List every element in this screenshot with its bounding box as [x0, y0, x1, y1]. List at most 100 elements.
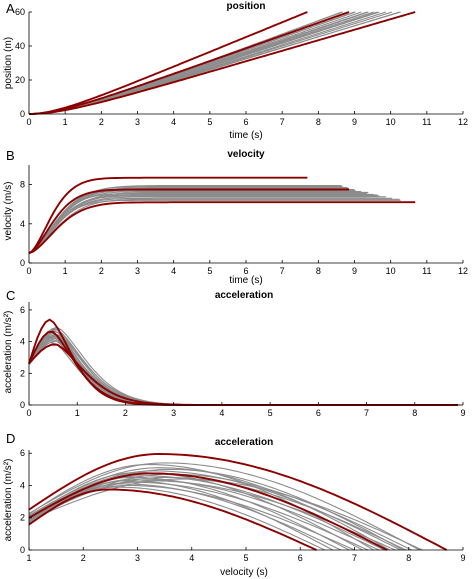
x-tick-label: 1 — [75, 408, 80, 418]
x-tick-label: 7 — [352, 553, 357, 563]
y-tick-label: 2 — [20, 368, 25, 378]
panel-title-b: velocity — [227, 149, 265, 160]
x-tick-label: 1 — [26, 553, 31, 563]
x-tick-label: 2 — [123, 408, 128, 418]
y-tick-label: 40 — [15, 41, 25, 51]
x-tick-label: 7 — [280, 117, 285, 127]
y-tick-label: 8 — [20, 180, 25, 190]
y-tick-label: 4 — [20, 219, 25, 229]
x-tick-label: 3 — [135, 553, 140, 563]
x-tick-label: 12 — [458, 117, 468, 127]
series-line-gray-7 — [28, 332, 463, 406]
plot-area — [28, 11, 416, 115]
series-line-gray-6 — [28, 331, 460, 406]
series-line-gray-5 — [28, 331, 463, 406]
x-tick-label: 4 — [189, 553, 194, 563]
y-tick-label: 0 — [20, 109, 25, 119]
y-tick-label: 20 — [15, 75, 25, 85]
y-axis-label-d: acceleration (m/s²) — [3, 459, 14, 542]
x-tick-label: 6 — [298, 553, 303, 563]
series-line-gray-3 — [28, 329, 454, 406]
x-tick-label: 5 — [268, 408, 273, 418]
x-tick-label: 4 — [219, 408, 224, 418]
series-line-highlight-3 — [28, 11, 416, 115]
series-line-gray-15 — [28, 198, 400, 254]
x-tick-label: 0 — [26, 408, 31, 418]
x-tick-label: 10 — [386, 266, 396, 276]
x-tick-label: 1 — [63, 117, 68, 127]
x-tick-label: 3 — [135, 117, 140, 127]
panel-letter-c: C — [6, 288, 15, 303]
y-axis-label-a: position (m) — [3, 37, 14, 89]
series-line-gray-13 — [28, 338, 463, 406]
x-tick-label: 8 — [316, 117, 321, 127]
series-line-highlight-1 — [28, 453, 448, 551]
panel-title-c: acceleration — [215, 290, 273, 301]
series-line-highlight-3 — [28, 488, 317, 551]
panel-title-d: acceleration — [215, 437, 273, 448]
x-tick-label: 2 — [81, 553, 86, 563]
x-tick-label: 0 — [26, 266, 31, 276]
series-line-highlight-3 — [28, 201, 416, 255]
x-tick-label: 3 — [171, 408, 176, 418]
y-tick-label: 2 — [20, 513, 25, 523]
x-tick-label: 2 — [99, 266, 104, 276]
x-tick-label: 5 — [243, 553, 248, 563]
x-tick-label: 8 — [316, 266, 321, 276]
series-line-gray-9 — [28, 192, 368, 254]
plot-area — [28, 318, 463, 406]
x-tick-label: 7 — [280, 266, 285, 276]
x-tick-label: 9 — [460, 408, 465, 418]
x-tick-label: 9 — [460, 553, 465, 563]
series-line-gray-12 — [28, 195, 380, 254]
series-line-gray-2 — [28, 186, 343, 254]
panel-letter-a: A — [6, 1, 15, 16]
series-line-gray-12 — [28, 337, 460, 406]
x-tick-label: 5 — [207, 117, 212, 127]
series-line-gray-4 — [28, 187, 349, 254]
panel-c-acceleration: C acceleration acceleration (m/s²) 0 1 2 3 4… — [3, 288, 466, 418]
y-tick-label: 6 — [20, 305, 25, 315]
series-line-gray-4 — [28, 329, 456, 406]
series-line-highlight-2 — [28, 11, 350, 115]
y-tick-label: 60 — [15, 7, 25, 17]
y-tick-label: 4 — [20, 480, 25, 490]
series-line-highlight-1 — [28, 176, 308, 254]
series-line-gray-1 — [28, 326, 446, 406]
y-tick-label: 0 — [20, 400, 25, 410]
series-line-gray-2 — [28, 11, 343, 115]
x-tick-label: 2 — [99, 117, 104, 127]
y-tick-label: 6 — [20, 448, 25, 458]
series-line-gray-16 — [28, 199, 401, 254]
x-tick-label: 4 — [171, 117, 176, 127]
x-tick-label: 10 — [386, 117, 396, 127]
y-tick-label: 4 — [20, 337, 25, 347]
series-line-gray-10 — [28, 335, 458, 406]
y-axis-label-c: acceleration (m/s²) — [3, 311, 14, 394]
x-tick-label: 3 — [135, 266, 140, 276]
series-line-gray-13 — [28, 196, 386, 254]
series-line-gray-11 — [28, 194, 378, 254]
x-axis-label-b: time (s) — [229, 275, 262, 286]
series-line-highlight-1 — [28, 11, 308, 115]
y-tick-label: 0 — [20, 258, 25, 268]
x-tick-label: 9 — [352, 266, 357, 276]
series-line-gray-8 — [28, 463, 374, 551]
series-line-gray-13 — [28, 483, 342, 551]
x-tick-label: 4 — [171, 266, 176, 276]
series-line-gray-3 — [28, 470, 401, 551]
x-axis-label-d: velocity (s) — [220, 567, 268, 578]
x-tick-label: 12 — [458, 266, 468, 276]
series-line-gray-16 — [28, 462, 420, 551]
x-tick-label: 1 — [63, 266, 68, 276]
series-line-gray-16 — [28, 341, 459, 406]
series-line-gray-14 — [28, 197, 393, 254]
x-tick-label: 0 — [26, 117, 31, 127]
x-tick-label: 11 — [422, 266, 431, 276]
x-tick-label: 9 — [352, 117, 357, 127]
series-line-gray-7 — [28, 478, 380, 551]
y-tick-label: 0 — [20, 545, 25, 555]
